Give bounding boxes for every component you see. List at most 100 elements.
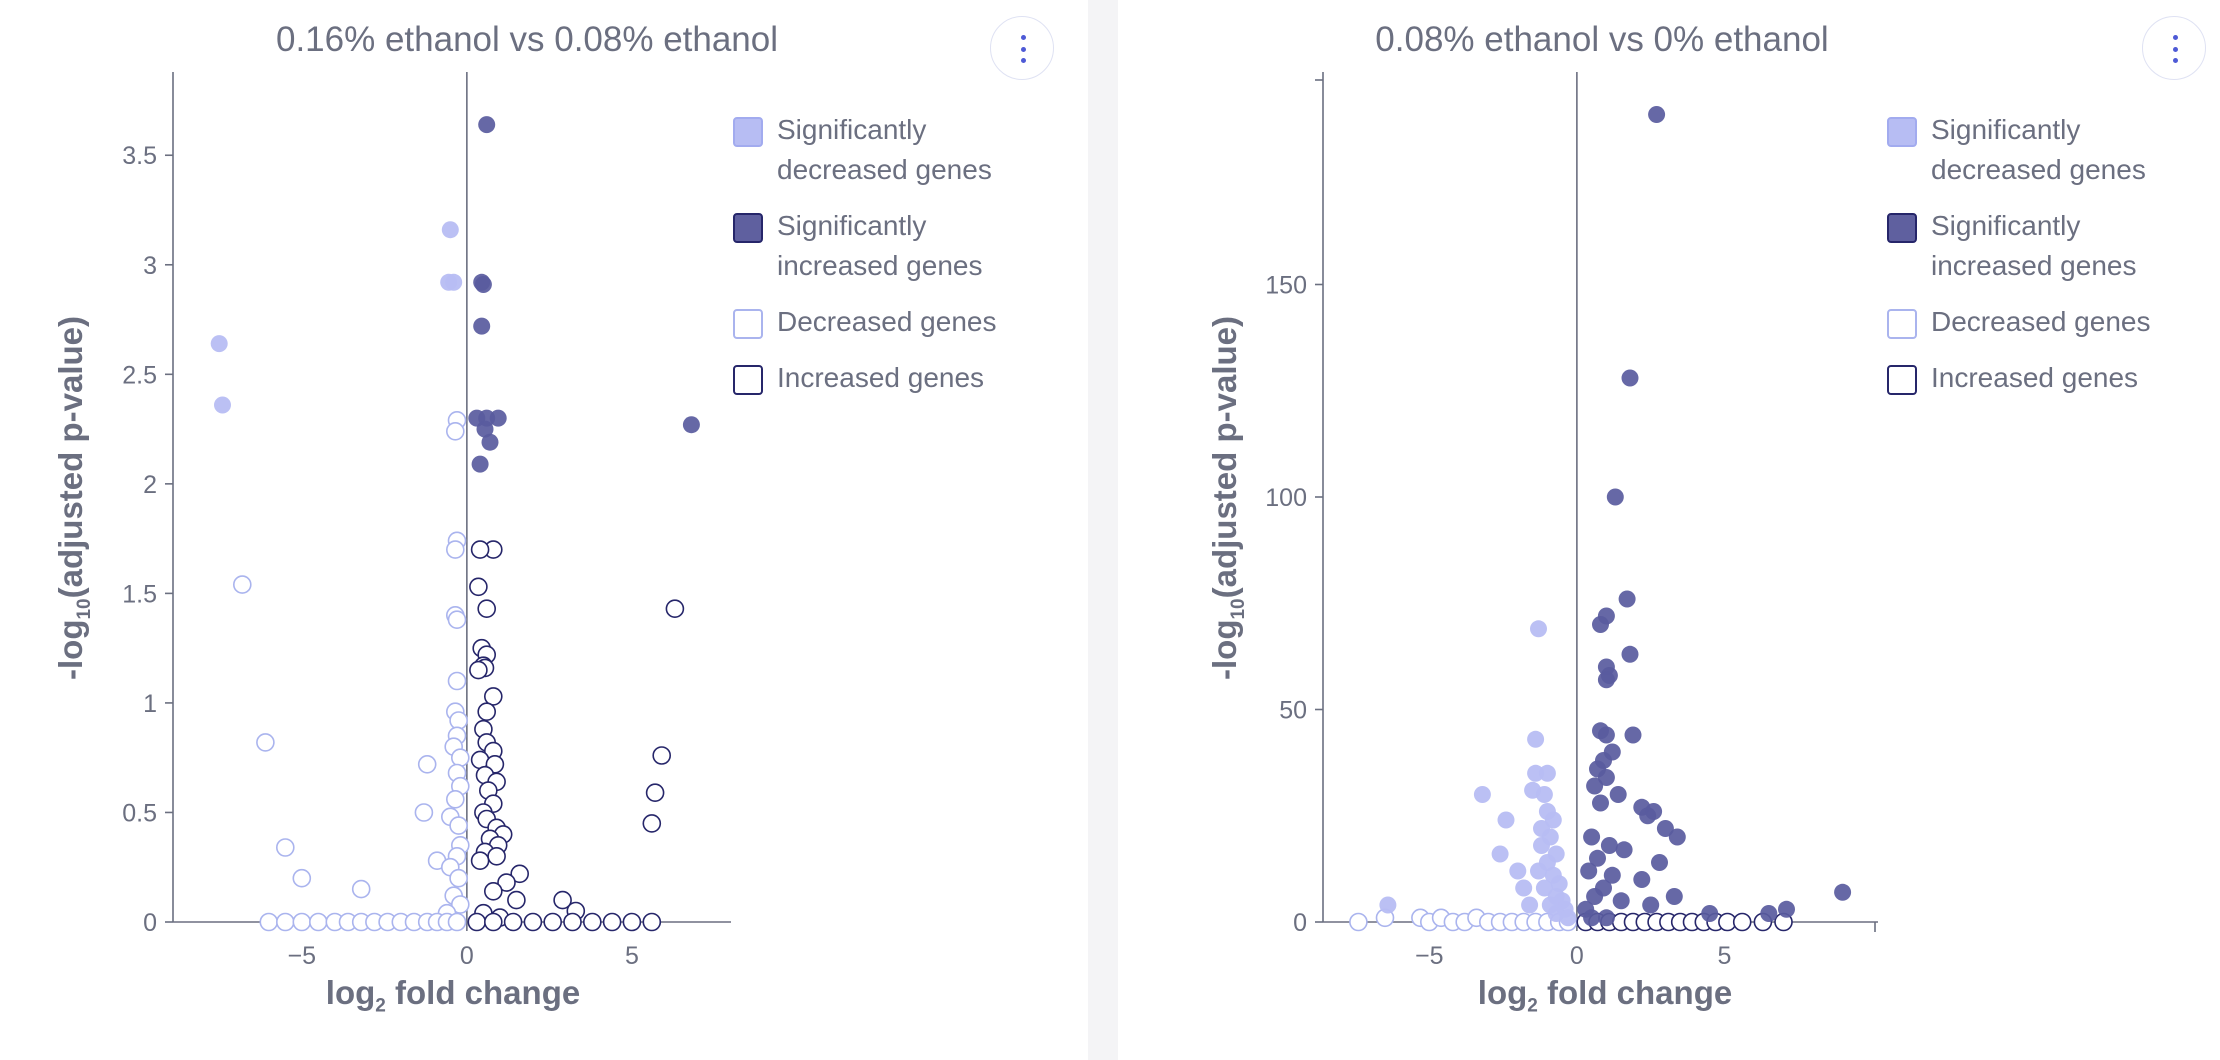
chart-panel-right: 0.08% ethanol vs 0% ethanol 0 50 100 150 −5 0… [1118,0,2220,1060]
increased-point [1732,912,1752,932]
legend-swatch [1887,309,1917,339]
increased-point [467,912,487,932]
sig-decreased-point [1538,764,1556,782]
increased-point [503,912,523,932]
sig-increased-point [1621,645,1639,663]
chart-menu-button[interactable] [990,16,1054,80]
sig-decreased-point [210,335,228,353]
legend-label: Increased genes [1931,362,2139,393]
sig-decreased-point [1497,811,1515,829]
sig-decreased-point [1491,845,1509,863]
x-tick-label: 5 [1718,942,1732,970]
sig-increased-point [1606,488,1624,506]
sig-increased-point [1589,849,1606,867]
sig-decreased-point [1533,837,1550,854]
x-tick-label: 0 [1570,942,1584,970]
y-tick-label: 2.5 [122,361,157,389]
sig-decreased-point [1535,786,1553,803]
sig-increased-point [478,116,496,134]
sig-increased-point [1597,909,1615,927]
legend-label: Significantly decreased genes [1931,114,2146,185]
sig-increased-point [682,416,700,434]
y-tick-label: 0 [1293,909,1307,937]
scatter-plot: 0 0.5 1 1.5 2 2.5 3 3.5 −5 0 5 [122,72,731,970]
increased-point [469,577,488,597]
sig-increased-point [1665,888,1683,905]
sig-increased-point [481,433,499,451]
y-tick-label: 100 [1265,484,1307,512]
increased-point [553,890,572,910]
increased-point [469,660,488,680]
scatter-plot: 0 50 100 150 −5 0 5 [1265,72,1878,970]
decreased-point [450,748,470,768]
y-tick-label: 3.5 [122,142,157,170]
y-tick-label: 2 [143,471,157,499]
sig-increased-point [1668,828,1686,846]
decreased-point [447,671,467,691]
increased-point [645,783,665,803]
sig-increased-point [1621,369,1639,387]
increased-point [497,873,516,892]
legend-swatch [733,365,763,395]
chart-title: 0.16% ethanol vs 0.08% ethanol [275,20,779,59]
decreased-point [449,711,468,730]
increased-point [483,881,503,901]
sig-decreased-point [1515,879,1533,897]
increased-point [642,814,662,833]
sig-increased-point [1583,909,1601,927]
sig-decreased-point [1473,786,1491,803]
sig-increased-point [1580,862,1598,880]
increased-point [470,851,490,871]
decreased-point [292,868,312,888]
sig-increased-point [489,409,507,427]
sig-increased-point [1633,871,1651,888]
decreased-point [449,868,468,888]
decreased-point [259,912,279,932]
decreased-point [275,912,295,932]
legend-swatch [733,213,763,243]
sig-increased-point [1592,794,1609,812]
decreased-point [445,421,465,441]
sig-decreased-point [1527,730,1545,748]
legend-label: Significantly increased genes [1931,210,2137,281]
sig-decreased-point [1550,875,1568,893]
increased-point [602,912,622,932]
legend-swatch [1887,213,1917,243]
increased-point [510,864,530,884]
sig-increased-point [1597,769,1615,786]
increased-point [483,687,503,706]
legend-label: Decreased genes [1931,306,2151,337]
sig-increased-point [1778,900,1795,918]
decreased-point [447,610,467,630]
sig-decreased-point [441,221,459,239]
legend-swatch [1887,365,1917,395]
sig-increased-point [1624,726,1642,744]
y-axis-label: -log10(adjusted p-value) [52,316,95,680]
sig-increased-point [1583,828,1601,846]
chart-menu-button[interactable] [2142,16,2206,80]
sig-increased-point [1603,866,1621,884]
sig-increased-point [476,420,494,438]
sig-increased-point [1642,896,1660,914]
decreased-point [450,895,470,914]
increased-point [470,540,490,559]
legend-label: Significantly decreased genes [777,114,992,185]
sig-increased-point [1597,671,1615,689]
decreased-point [447,912,467,932]
increased-point [483,912,503,932]
sig-increased-point [473,317,491,335]
increased-point [523,912,543,932]
sig-increased-point [1656,820,1674,837]
x-axis-label: log2 fold change [1477,974,1733,1017]
increased-point [477,702,497,722]
legend-swatch [733,309,763,339]
legend-label: Decreased genes [777,306,997,337]
sig-increased-point [1600,837,1618,854]
sig-increased-point [1618,590,1636,608]
increased-point [487,846,506,866]
y-tick-label: 50 [1279,697,1307,725]
y-tick-label: 1 [143,690,157,718]
decreased-point [233,575,252,594]
sig-decreased-point [1379,896,1397,914]
sig-decreased-point [1509,862,1527,880]
